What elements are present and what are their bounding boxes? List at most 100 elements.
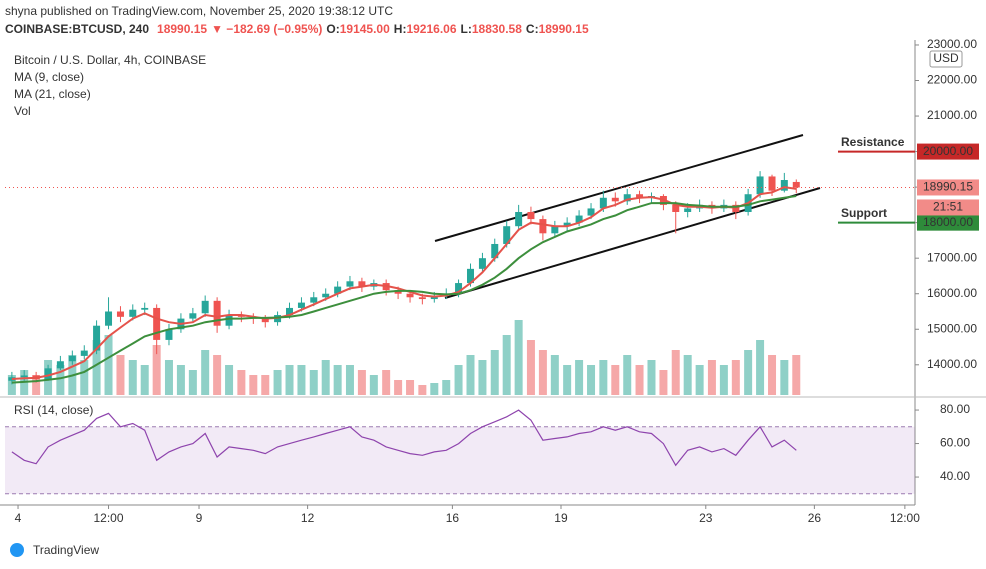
candle-body [346,281,354,287]
y-tick-label: 14000.00 [927,357,977,371]
candle-body [599,197,607,209]
candle-body [153,307,161,340]
legend-rsi: RSI (14, close) [14,403,93,417]
x-tick-label: 26 [808,511,822,525]
countdown: 21:51 [933,200,963,214]
volume-bar [538,350,547,395]
rsi-tick-label: 80.00 [940,402,970,416]
quote-line: COINBASE:BTCUSD, 240 18990.15 ▼ −182.69 (−… [5,22,589,36]
volume-bar [297,365,306,395]
candle-body [527,211,535,220]
candle-body [515,211,523,227]
candle-body [792,181,800,188]
candle-body [322,293,330,298]
y-tick-label: 23000.00 [927,37,977,51]
ohlc-value: 19145.00 [340,22,390,36]
candle-body [358,281,366,287]
candle-body [768,176,776,191]
level-label: 18000.00 [923,215,973,229]
ohlc-key: L: [461,22,472,36]
candle-body [539,219,547,234]
x-tick-label: 9 [196,511,203,525]
volume-bar [116,355,125,395]
candle-body [8,377,16,381]
volume-bar [478,360,487,395]
volume-bar [357,370,366,395]
y-tick-label: 22000.00 [927,73,977,87]
byline: shyna published on TradingView.com, Nove… [5,4,393,18]
candle-body [611,197,619,202]
volume-bar [321,360,330,395]
candle-body [756,176,764,195]
candle-body [587,208,595,216]
candle-body [672,204,680,212]
ohlc-key: O: [326,22,339,36]
volume-bar [249,375,258,395]
candle-body [20,375,28,378]
logo-icon [10,543,24,557]
x-tick-label: 16 [446,511,460,525]
candle-body [116,311,124,317]
candle-body [56,361,64,369]
volume-bar [225,365,234,395]
candle-body [780,180,788,191]
volume-bar [502,335,511,395]
volume-bar [647,360,656,395]
candle-body [189,313,197,319]
ohlc-key: C: [526,22,539,36]
volume-bar [92,340,101,395]
candle-body [201,300,209,314]
volume-bar [333,365,342,395]
candle-body [225,315,233,326]
volume-bar [7,375,16,395]
channel-upper [434,134,804,242]
volume-bar [454,365,463,395]
last-price-box [917,179,979,196]
volume-bar [285,365,294,395]
volume-bar [526,340,535,395]
y-tick-label: 21000.00 [927,108,977,122]
volume-bar [80,360,89,395]
candle-body [478,258,486,269]
volume-bar [623,355,632,395]
volume-bar [490,350,499,395]
rsi-tick-label: 60.00 [940,436,970,450]
volume-bar [635,365,644,395]
volume-bar [261,375,270,395]
volume-bar [128,360,137,395]
level-text: Support [841,206,887,220]
candle-body [636,194,644,198]
currency-box [929,50,963,68]
symbol: COINBASE:BTCUSD, 240 [5,22,149,36]
volume-bar [792,355,801,395]
rsi-tick-label: 40.00 [940,469,970,483]
candle-body [165,329,173,340]
volume-bar [731,360,740,395]
x-tick-label: 12:00 [890,511,920,525]
volume-bar [369,375,378,395]
candle-body [297,302,305,308]
volume-bar [611,365,620,395]
volume-bar [201,350,210,395]
volume-bar [683,355,692,395]
candle-body [503,226,511,244]
candle-body [394,290,402,294]
candle-body [455,283,463,294]
level-box [917,143,979,160]
candle-body [551,226,559,234]
volume-bar [780,360,789,395]
candle-body [491,243,499,259]
level-label: 20000.00 [923,144,973,158]
x-tick-label: 4 [15,511,22,525]
candle-body [105,311,113,326]
x-tick-label: 12 [301,511,315,525]
candle-body [310,297,318,303]
volume-bar [671,350,680,395]
volume-bar [140,365,149,395]
candle-body [213,300,221,326]
last-price-label: 18990.15 [923,180,973,194]
candle-body [406,293,414,298]
volume-bar [273,370,282,395]
volume-bar [345,365,354,395]
x-tick-label: 19 [554,511,568,525]
